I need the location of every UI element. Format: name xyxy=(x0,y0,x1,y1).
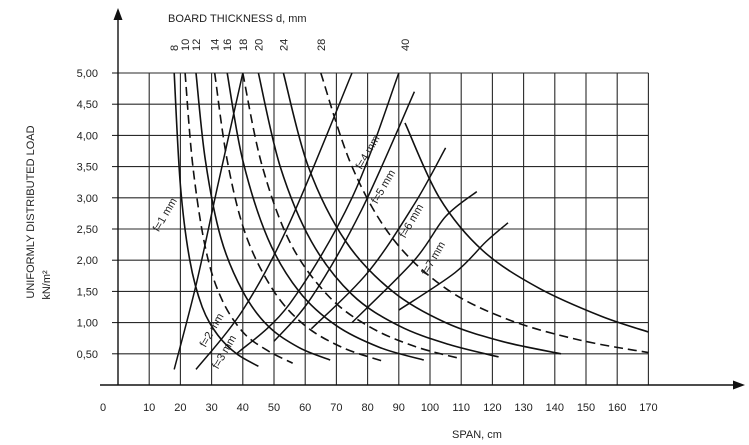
y-tick-label: 1,00 xyxy=(77,318,98,330)
x-axis-title: SPAN, cm xyxy=(452,429,502,441)
x-tick-label: 20 xyxy=(174,402,186,414)
deflection-curve-7 xyxy=(398,222,509,311)
deflection-curve-1 xyxy=(173,72,244,370)
thickness-tick-label: 16 xyxy=(222,39,234,51)
thickness-curve-20 xyxy=(257,72,499,358)
x-tick-label: 160 xyxy=(608,402,626,414)
thickness-curve-12 xyxy=(195,72,331,361)
thickness-tick-label: 14 xyxy=(210,39,222,51)
chart-top-title: BOARD THICKNESS d, mm xyxy=(168,13,307,25)
thickness-tick-label: 28 xyxy=(316,39,328,51)
thickness-curve-18 xyxy=(242,72,462,360)
y-tick-label: 2,50 xyxy=(77,224,98,236)
x-tick-label: 110 xyxy=(452,402,470,414)
deflection-label-6: f=6 mm xyxy=(397,202,426,240)
y-tick-label: 5,00 xyxy=(77,68,98,80)
thickness-tick-label: 12 xyxy=(191,39,203,51)
x-tick-label: 130 xyxy=(514,402,532,414)
grid xyxy=(118,72,649,385)
deflection-curves xyxy=(173,72,509,370)
origin-label: 0 xyxy=(100,402,106,414)
y-tick-label: 2,00 xyxy=(77,255,98,267)
deflection-curve-4 xyxy=(273,91,416,342)
deflection-curve-5 xyxy=(310,147,447,330)
deflection-curve-6 xyxy=(351,191,478,324)
x-axis-arrow xyxy=(733,380,745,390)
thickness-curve-28 xyxy=(320,72,649,354)
x-tick-label: 40 xyxy=(237,402,249,414)
thickness-curves xyxy=(173,72,649,367)
thickness-curve-24 xyxy=(282,72,562,355)
x-tick-label: 150 xyxy=(577,402,595,414)
thickness-curve-40 xyxy=(404,122,649,333)
thickness-tick-label: 24 xyxy=(278,39,290,51)
x-tick-label: 120 xyxy=(483,402,501,414)
x-tick-labels: 0 10 20 30 40 50 60 70 80 90 100 110 120 130 140 150 160… xyxy=(100,402,658,414)
x-tick-label: 10 xyxy=(143,402,155,414)
thickness-tick-label: 8 xyxy=(169,45,181,51)
x-tick-label: 30 xyxy=(205,402,217,414)
x-tick-label: 90 xyxy=(393,402,405,414)
x-tick-label: 80 xyxy=(361,402,373,414)
thickness-tick-label: 18 xyxy=(238,39,250,51)
x-tick-label: 170 xyxy=(639,402,657,414)
y-tick-label: 1,50 xyxy=(77,286,98,298)
deflection-label-5: f=5 mm xyxy=(369,168,398,206)
thickness-curve-10 xyxy=(184,72,294,364)
x-tick-label: 50 xyxy=(268,402,280,414)
deflection-curve-3 xyxy=(236,72,400,355)
x-tick-label: 70 xyxy=(330,402,342,414)
thickness-curve-14 xyxy=(213,72,384,363)
y-tick-label: 4,50 xyxy=(77,99,98,111)
x-tick-label: 60 xyxy=(299,402,311,414)
y-axis-arrow xyxy=(113,8,123,20)
thickness-tick-label: 40 xyxy=(400,39,412,51)
x-tick-label: 140 xyxy=(546,402,564,414)
y-tick-label: 3,50 xyxy=(77,162,98,174)
deflection-curve-2 xyxy=(195,72,353,370)
y-axis-title-line2: kN/m² xyxy=(41,270,53,300)
thickness-tick-label: 10 xyxy=(180,39,192,51)
thickness-curve-16 xyxy=(226,72,425,361)
y-tick-label: 3,00 xyxy=(77,193,98,205)
x-tick-label: 100 xyxy=(421,402,439,414)
axes xyxy=(100,8,745,390)
thickness-tick-label: 20 xyxy=(253,39,265,51)
deflection-label-1: f=1 mm xyxy=(151,196,180,234)
y-tick-label: 0,50 xyxy=(77,349,98,361)
y-tick-labels: 0,50 1,00 1,50 2,00 2,50 3,00 3,50 4,00 4,50 5,00 xyxy=(77,68,118,361)
y-axis-title-line1: UNIFORMLY DISTRIBUTED LOAD xyxy=(25,125,37,298)
thickness-curve-8 xyxy=(173,72,259,367)
deflection-label-7: f=7 mm xyxy=(419,240,448,278)
y-tick-label: 4,00 xyxy=(77,130,98,142)
